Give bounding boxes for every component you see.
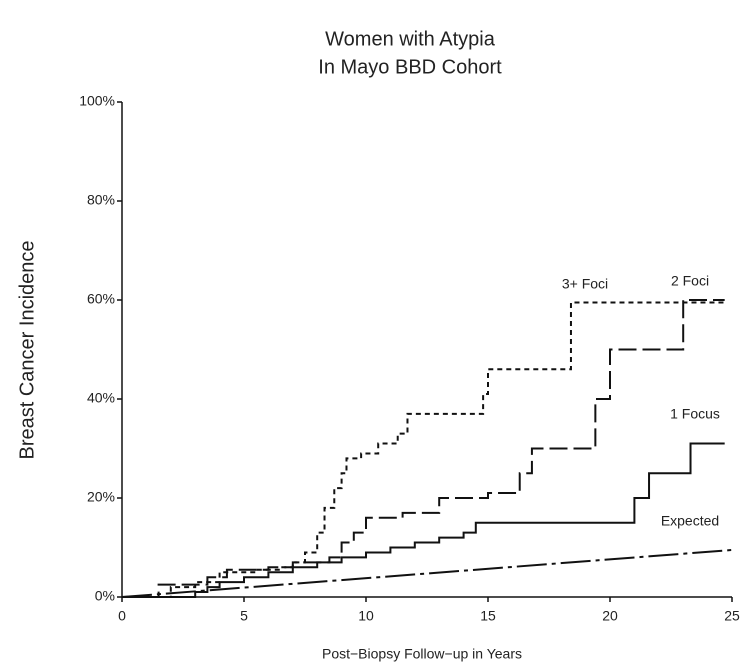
chart-title: Women with Atypia <box>325 28 496 50</box>
x-tick-label: 15 <box>480 608 496 624</box>
series-label: Expected <box>661 513 719 529</box>
series-line <box>122 299 725 598</box>
x-tick-label: 20 <box>602 608 618 624</box>
y-tick-label: 60% <box>87 291 115 307</box>
y-tick-label: 0% <box>95 588 115 604</box>
x-tick-label: 10 <box>358 608 374 624</box>
chart-subtitle: In Mayo BBD Cohort <box>318 56 502 78</box>
y-tick-label: 40% <box>87 390 115 406</box>
series-line <box>121 548 733 598</box>
x-tick-label: 0 <box>118 608 126 624</box>
y-tick-label: 100% <box>79 93 115 109</box>
series-label: 2 Foci <box>671 273 709 289</box>
series-line <box>122 301 725 598</box>
y-axis-label: Breast Cancer Incidence <box>16 240 38 459</box>
y-tick-label: 20% <box>87 489 115 505</box>
x-tick-label: 25 <box>724 608 740 624</box>
y-tick-label: 80% <box>87 192 115 208</box>
x-tick-label: 5 <box>240 608 248 624</box>
series-label: 3+ Foci <box>562 276 608 292</box>
series-line <box>122 442 725 598</box>
series-label: 1 Focus <box>670 406 720 422</box>
x-axis-label: Post−Biopsy Follow−up in Years <box>322 646 522 662</box>
